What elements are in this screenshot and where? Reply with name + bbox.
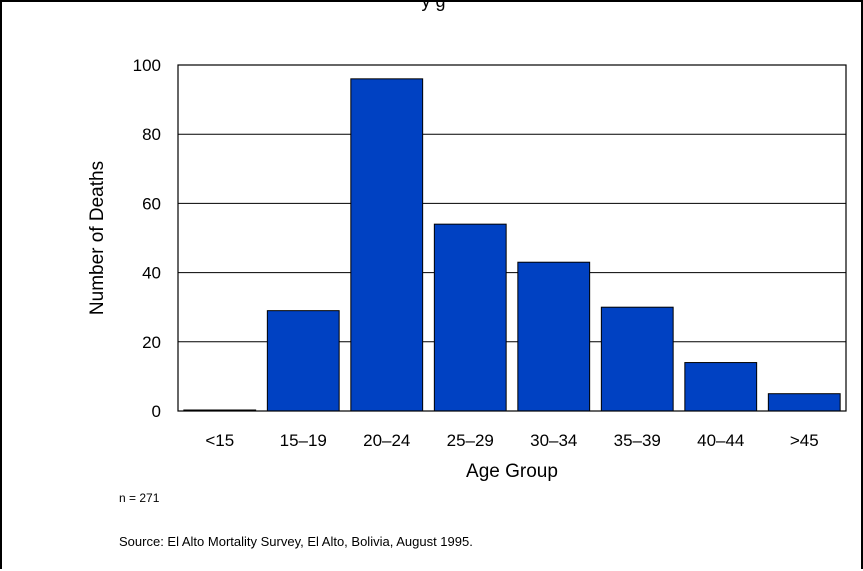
y-tick-label: 60 [142,194,161,213]
y-tick-label: 40 [142,264,161,283]
x-tick-label: 40–44 [697,431,744,450]
x-tick-label: 15–19 [280,431,327,450]
x-axis-title: Age Group [466,461,558,482]
chart-title-fragment: y g [421,0,446,11]
x-tick-label: 30–34 [530,431,577,450]
y-tick-label: 100 [133,56,161,75]
bar [350,78,424,412]
bar [600,306,674,412]
bar [767,393,841,412]
bar [266,310,340,412]
sample-size-note: n = 271 [119,491,160,505]
source-note: Source: El Alto Mortality Survey, El Alt… [119,534,473,549]
y-tick-labels: 0 20 40 60 80 100 [133,56,161,421]
bar [684,362,758,412]
x-tick-label: <15 [205,431,234,450]
y-tick-label: 0 [152,402,161,421]
bar [517,261,591,412]
x-tick-label: 20–24 [363,431,410,450]
y-tick-label: 80 [142,125,161,144]
bar [433,223,507,412]
x-tick-labels: <15 15–19 20–24 25–29 30–34 35–39 40–44 >45 [205,431,818,450]
bars [183,78,841,412]
x-tick-label: 35–39 [614,431,661,450]
x-tick-label: 25–29 [447,431,494,450]
x-tick-label: >45 [790,431,819,450]
y-axis-title: Number of Deaths [87,161,108,315]
plot-border [177,64,847,412]
y-tick-label: 20 [142,333,161,352]
